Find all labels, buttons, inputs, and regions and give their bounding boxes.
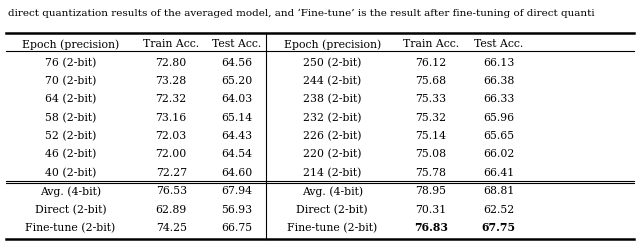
Text: 75.32: 75.32 [415,113,446,123]
Text: 62.52: 62.52 [483,204,514,215]
Text: 72.03: 72.03 [156,131,187,141]
Text: 64.03: 64.03 [221,94,252,104]
Text: 64.54: 64.54 [221,150,252,159]
Text: 75.14: 75.14 [415,131,446,141]
Text: 220 (2-bit): 220 (2-bit) [303,149,362,160]
Text: 62.89: 62.89 [156,204,187,215]
Text: 68.81: 68.81 [483,186,515,196]
Text: 238 (2-bit): 238 (2-bit) [303,94,362,105]
Text: 70.31: 70.31 [415,204,446,215]
Text: 66.02: 66.02 [483,150,515,159]
Text: 46 (2-bit): 46 (2-bit) [45,149,96,160]
Text: 64.43: 64.43 [221,131,252,141]
Text: 226 (2-bit): 226 (2-bit) [303,131,362,141]
Text: 72.32: 72.32 [156,94,187,104]
Text: Train Acc.: Train Acc. [403,39,459,49]
Text: 58 (2-bit): 58 (2-bit) [45,113,96,123]
Text: 73.28: 73.28 [156,76,187,86]
Text: Epoch (precision): Epoch (precision) [22,39,119,50]
Text: 52 (2-bit): 52 (2-bit) [45,131,96,141]
Text: Fine-tune (2-bit): Fine-tune (2-bit) [25,223,116,233]
Text: 67.75: 67.75 [481,222,516,234]
Text: 64.56: 64.56 [221,58,252,68]
Text: 72.80: 72.80 [156,58,187,68]
Text: 75.33: 75.33 [415,94,446,104]
Text: 66.41: 66.41 [483,168,514,178]
Text: 66.38: 66.38 [483,76,515,86]
Text: Direct (2-bit): Direct (2-bit) [296,204,368,215]
Text: 75.08: 75.08 [415,150,446,159]
Text: 75.68: 75.68 [415,76,446,86]
Text: 74.25: 74.25 [156,223,187,233]
Text: Epoch (precision): Epoch (precision) [284,39,381,50]
Text: 76.53: 76.53 [156,186,187,196]
Text: 75.78: 75.78 [415,168,446,178]
Text: 66.75: 66.75 [221,223,252,233]
Text: Avg. (4-bit): Avg. (4-bit) [40,186,101,197]
Text: Direct (2-bit): Direct (2-bit) [35,204,106,215]
Text: 64 (2-bit): 64 (2-bit) [45,94,96,105]
Text: 76 (2-bit): 76 (2-bit) [45,58,96,68]
Text: 65.14: 65.14 [221,113,252,123]
Text: Avg. (4-bit): Avg. (4-bit) [301,186,363,197]
Text: 40 (2-bit): 40 (2-bit) [45,168,96,178]
Text: 65.65: 65.65 [483,131,514,141]
Text: 67.94: 67.94 [221,186,252,196]
Text: 56.93: 56.93 [221,204,252,215]
Text: Test Acc.: Test Acc. [474,39,523,49]
Text: 76.12: 76.12 [415,58,446,68]
Text: 78.95: 78.95 [415,186,446,196]
Text: 70 (2-bit): 70 (2-bit) [45,76,96,86]
Text: 65.96: 65.96 [483,113,514,123]
Text: 72.27: 72.27 [156,168,187,178]
Text: 66.33: 66.33 [483,94,515,104]
Text: Fine-tune (2-bit): Fine-tune (2-bit) [287,223,378,233]
Text: 72.00: 72.00 [156,150,187,159]
Text: 73.16: 73.16 [156,113,187,123]
Text: 64.60: 64.60 [221,168,252,178]
Text: 250 (2-bit): 250 (2-bit) [303,58,362,68]
Text: 244 (2-bit): 244 (2-bit) [303,76,362,86]
Text: 65.20: 65.20 [221,76,252,86]
Text: 76.83: 76.83 [413,222,448,234]
Text: Test Acc.: Test Acc. [212,39,261,49]
Text: Train Acc.: Train Acc. [143,39,199,49]
Text: direct quantization results of the averaged model, and ‘Fine-tune’ is the result: direct quantization results of the avera… [8,8,595,18]
Text: 232 (2-bit): 232 (2-bit) [303,113,362,123]
Text: 214 (2-bit): 214 (2-bit) [303,168,362,178]
Text: 66.13: 66.13 [483,58,515,68]
